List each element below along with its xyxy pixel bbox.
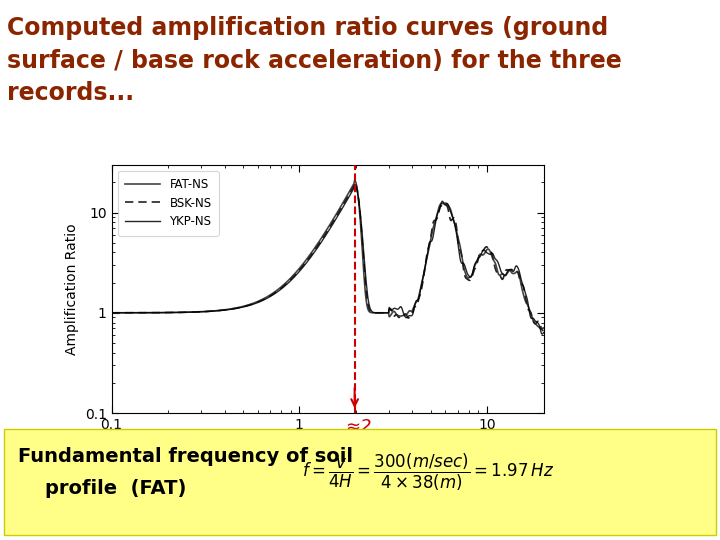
Line: FAT-NS: FAT-NS xyxy=(112,180,544,329)
YKP-NS xyxy=(433,210,442,217)
BSK-NS xyxy=(539,327,548,334)
Text: Computed amplification ratio curves (ground: Computed amplification ratio curves (gro… xyxy=(7,16,608,40)
YKP-NS xyxy=(397,303,405,310)
FAT-NS xyxy=(363,302,372,308)
Text: $f = \dfrac{v}{4H} = \dfrac{300(m/sec)}{4\times38(m)} = 1.97\,Hz$: $f = \dfrac{v}{4H} = \dfrac{300(m/sec)}{… xyxy=(302,452,554,493)
Legend: FAT-NS, BSK-NS, YKP-NS: FAT-NS, BSK-NS, YKP-NS xyxy=(117,171,219,235)
Text: surface / base rock acceleration) for the three: surface / base rock acceleration) for th… xyxy=(7,49,622,72)
YKP-NS xyxy=(218,307,227,314)
Text: records...: records... xyxy=(7,81,135,105)
BSK-NS xyxy=(397,312,405,319)
FAT-NS xyxy=(433,210,442,216)
X-axis label: Frequency (Hz): Frequency (Hz) xyxy=(275,437,380,451)
BSK-NS xyxy=(433,214,442,220)
YKP-NS xyxy=(107,309,116,316)
BSK-NS xyxy=(107,309,116,316)
YKP-NS xyxy=(302,259,311,265)
YKP-NS xyxy=(184,309,192,315)
YKP-NS xyxy=(351,181,359,188)
Text: ≈2: ≈2 xyxy=(345,418,372,436)
FAT-NS xyxy=(351,177,359,184)
FAT-NS xyxy=(397,313,405,319)
FAT-NS xyxy=(184,309,192,315)
BSK-NS xyxy=(363,294,372,301)
FAT-NS xyxy=(537,326,546,332)
BSK-NS xyxy=(351,179,359,186)
BSK-NS xyxy=(218,307,227,313)
Line: YKP-NS: YKP-NS xyxy=(112,185,544,334)
Text: Fundamental frequency of soil: Fundamental frequency of soil xyxy=(18,447,353,466)
Text: profile  (FAT): profile (FAT) xyxy=(18,479,186,498)
Line: BSK-NS: BSK-NS xyxy=(112,183,544,330)
BSK-NS xyxy=(302,257,311,264)
FAT-NS xyxy=(218,307,227,313)
Y-axis label: Amplification Ratio: Amplification Ratio xyxy=(66,223,79,355)
FAT-NS xyxy=(539,325,548,331)
BSK-NS xyxy=(184,309,192,315)
YKP-NS xyxy=(363,286,372,293)
FAT-NS xyxy=(107,309,116,316)
YKP-NS xyxy=(538,331,546,338)
YKP-NS xyxy=(539,329,548,336)
FAT-NS xyxy=(302,255,311,262)
